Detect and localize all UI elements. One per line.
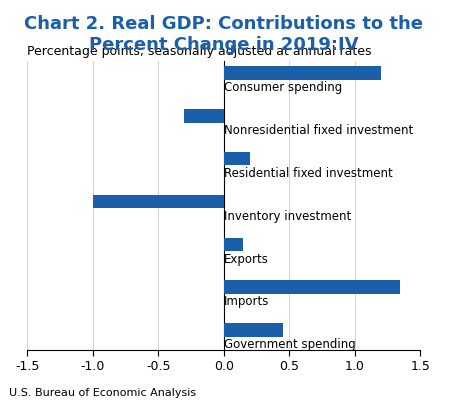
Text: Imports: Imports	[224, 295, 269, 308]
Text: Percentage points, seasonally adjusted at annual rates: Percentage points, seasonally adjusted a…	[27, 45, 372, 58]
Bar	[224, 323, 283, 337]
Text: Residential fixed investment: Residential fixed investment	[224, 167, 392, 180]
Text: Government spending: Government spending	[224, 338, 356, 351]
Bar	[224, 66, 381, 80]
Bar	[184, 109, 224, 123]
Bar	[224, 152, 250, 166]
Text: Nonresidential fixed investment: Nonresidential fixed investment	[224, 124, 413, 137]
Text: Exports: Exports	[224, 252, 269, 266]
Text: Inventory investment: Inventory investment	[224, 210, 351, 223]
Text: U.S. Bureau of Economic Analysis: U.S. Bureau of Economic Analysis	[9, 388, 196, 398]
Text: Consumer spending: Consumer spending	[224, 81, 342, 94]
Bar	[93, 195, 224, 208]
Bar	[224, 238, 243, 251]
Title: Chart 2. Real GDP: Contributions to the
Percent Change in 2019:IV: Chart 2. Real GDP: Contributions to the …	[24, 15, 423, 54]
Bar	[224, 280, 400, 294]
